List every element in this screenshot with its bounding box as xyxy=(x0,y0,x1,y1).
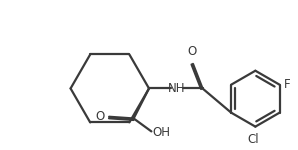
Text: F: F xyxy=(284,78,291,91)
Text: Cl: Cl xyxy=(248,133,260,146)
Text: O: O xyxy=(188,45,197,58)
Text: O: O xyxy=(95,110,104,123)
Text: NH: NH xyxy=(168,82,186,95)
Text: OH: OH xyxy=(152,126,170,139)
